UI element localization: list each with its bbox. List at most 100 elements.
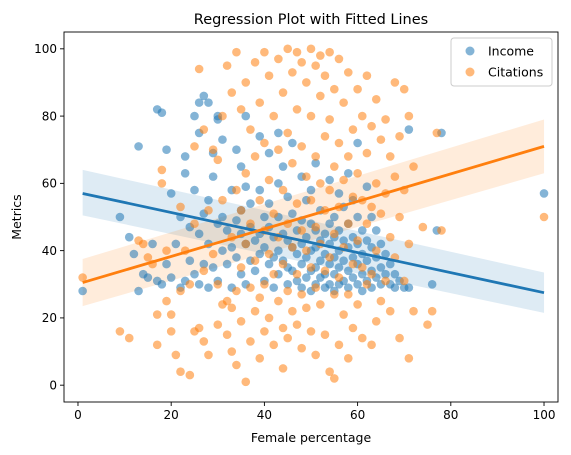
point-citations	[283, 128, 292, 138]
point-citations	[269, 209, 279, 218]
point-income	[353, 212, 362, 222]
point-citations	[343, 152, 353, 161]
point-citations	[371, 246, 381, 255]
point-income	[283, 192, 292, 202]
point-income	[292, 276, 302, 286]
point-citations	[395, 333, 404, 343]
point-citations	[302, 172, 311, 181]
point-citations	[339, 310, 348, 319]
point-citations	[334, 54, 344, 64]
y-axis-ticks: 0 20 40 60 80 100	[34, 42, 64, 392]
point-income	[339, 236, 348, 245]
point-income	[311, 158, 320, 168]
x-tick-label: 60	[350, 408, 365, 422]
point-citations	[390, 78, 400, 87]
point-citations	[320, 71, 330, 81]
point-citations	[288, 242, 297, 252]
point-citations	[395, 131, 404, 141]
point-citations	[343, 290, 353, 299]
ci-band-income	[82, 169, 545, 313]
point-citations	[246, 337, 255, 346]
point-income	[162, 259, 171, 269]
point-citations	[157, 165, 167, 175]
point-income	[302, 253, 311, 262]
point-income	[357, 269, 367, 279]
point-income	[199, 91, 209, 101]
point-citations	[399, 276, 409, 286]
point-income	[204, 98, 213, 107]
point-citations	[278, 185, 288, 195]
point-citations	[190, 142, 199, 151]
point-income	[241, 111, 251, 121]
point-citations	[320, 266, 330, 276]
y-tick-label: 20	[42, 311, 57, 325]
point-citations	[376, 296, 386, 306]
point-income	[236, 162, 246, 171]
point-income	[255, 131, 265, 141]
point-citations	[353, 236, 362, 245]
x-axis-ticks: 0 20 40 60 80 100	[74, 402, 555, 422]
point-citations	[236, 105, 246, 114]
point-citations	[236, 316, 246, 326]
point-citations	[353, 300, 362, 309]
point-citations	[278, 259, 288, 269]
point-income	[157, 108, 167, 118]
point-income	[236, 269, 246, 279]
point-citations	[250, 57, 260, 67]
point-citations	[320, 330, 330, 340]
point-income	[260, 212, 269, 222]
point-income	[376, 239, 386, 249]
point-income	[255, 185, 265, 195]
point-income	[148, 239, 157, 249]
regression-line-citations	[82, 145, 545, 284]
point-citations	[306, 195, 316, 205]
point-income	[255, 249, 265, 259]
point-citations	[339, 175, 348, 185]
point-income	[381, 249, 390, 259]
point-income	[199, 259, 209, 269]
point-citations	[385, 306, 395, 316]
point-citations	[176, 286, 185, 296]
point-citations	[218, 111, 227, 121]
point-citations	[371, 179, 381, 188]
point-citations	[204, 205, 213, 215]
point-citations	[306, 263, 316, 272]
y-axis-label: Metrics	[9, 194, 24, 239]
point-citations	[330, 84, 339, 94]
point-income	[218, 135, 227, 144]
point-income	[190, 185, 199, 195]
point-citations	[381, 276, 390, 286]
point-citations	[348, 323, 358, 333]
point-citations	[283, 333, 292, 343]
point-citations	[227, 88, 237, 97]
point-citations	[311, 283, 320, 292]
point-income	[371, 226, 381, 235]
point-income	[376, 263, 386, 272]
point-citations	[274, 296, 283, 306]
point-income	[278, 162, 288, 171]
point-citations	[292, 269, 302, 279]
point-citations	[325, 47, 334, 57]
point-citations	[334, 273, 344, 282]
point-income	[218, 246, 227, 255]
point-citations	[432, 128, 442, 138]
point-citations	[325, 115, 334, 124]
point-citations	[208, 145, 218, 155]
point-citations	[190, 219, 199, 229]
point-citations	[292, 47, 302, 57]
point-income	[166, 273, 176, 282]
point-citations	[208, 249, 218, 259]
point-income	[325, 219, 334, 229]
point-income	[218, 212, 227, 222]
point-citations	[260, 138, 269, 148]
point-citations	[152, 340, 162, 350]
plot-frame	[63, 31, 559, 403]
point-income	[241, 182, 251, 192]
point-citations	[185, 370, 195, 380]
point-income	[162, 145, 171, 155]
point-citations	[297, 142, 306, 151]
point-citations	[260, 47, 269, 57]
point-citations	[227, 303, 237, 313]
point-citations	[278, 323, 288, 333]
point-citations	[274, 145, 283, 155]
